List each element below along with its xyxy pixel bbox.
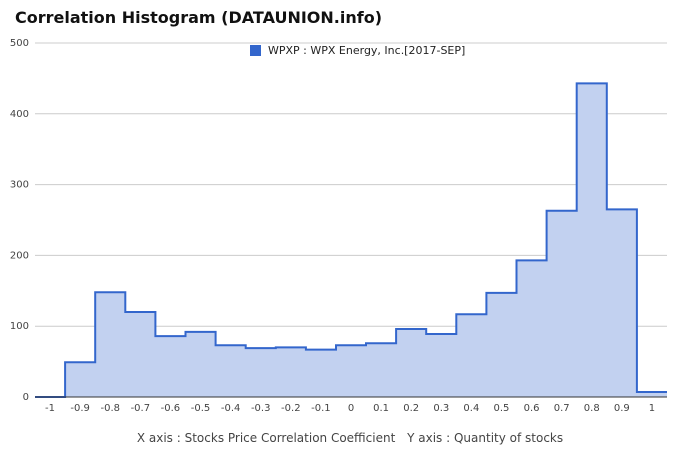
y-tick-label: 200	[10, 250, 29, 261]
y-tick-label: 100	[10, 321, 29, 332]
x-tick-label: 0.1	[373, 403, 389, 414]
x-tick-labels: -1 -0.9 -0.8 -0.7 -0.6 -0.5 -0.4 -0.3 -0.2 -0.1 0 0…	[45, 403, 655, 414]
x-tick-label: 0.7	[554, 403, 570, 414]
histogram-area	[35, 83, 667, 398]
x-tick-label: -1	[45, 403, 55, 414]
x-tick-label: -0.9	[70, 403, 90, 414]
x-axis-title: X axis : Stocks Price Correlation Coeffi…	[137, 431, 396, 445]
x-tick-label: -0.2	[281, 403, 301, 414]
x-tick-label: -0.1	[311, 403, 331, 414]
histogram-line	[35, 82, 667, 398]
x-tick-label: -0.4	[221, 403, 241, 414]
y-axis-title: Y axis : Quantity of stocks	[406, 431, 563, 445]
x-tick-label: 0.9	[614, 403, 630, 414]
x-tick-label: -0.8	[100, 403, 120, 414]
x-tick-label: 0.5	[494, 403, 510, 414]
x-tick-label: 0.8	[584, 403, 600, 414]
legend-swatch[interactable]	[250, 45, 261, 56]
x-tick-label: 0	[348, 403, 354, 414]
x-tick-label: -0.3	[251, 403, 271, 414]
legend[interactable]: WPXP : WPX Energy, Inc.[2017-SEP]	[250, 44, 465, 57]
x-tick-label: -0.6	[161, 403, 181, 414]
y-tick-label: 400	[10, 109, 29, 120]
axis-caption: X axis : Stocks Price Correlation Coeffi…	[137, 431, 563, 445]
y-tick-label: 0	[23, 392, 29, 403]
y-tick-label: 300	[10, 180, 29, 191]
y-tick-label: 500	[10, 38, 29, 49]
x-tick-label: -0.7	[131, 403, 151, 414]
x-tick-label: 0.2	[403, 403, 419, 414]
y-tick-labels: 0 100 200 300 400 500	[10, 38, 29, 403]
x-tick-label: -0.5	[191, 403, 211, 414]
x-tick-label: 0.6	[524, 403, 540, 414]
chart-title: Correlation Histogram (DATAUNION.info)	[15, 8, 382, 27]
x-tick-label: 0.4	[463, 403, 479, 414]
x-tick-label: 1	[649, 403, 655, 414]
legend-label[interactable]: WPXP : WPX Energy, Inc.[2017-SEP]	[268, 44, 465, 57]
x-tick-label: 0.3	[433, 403, 449, 414]
